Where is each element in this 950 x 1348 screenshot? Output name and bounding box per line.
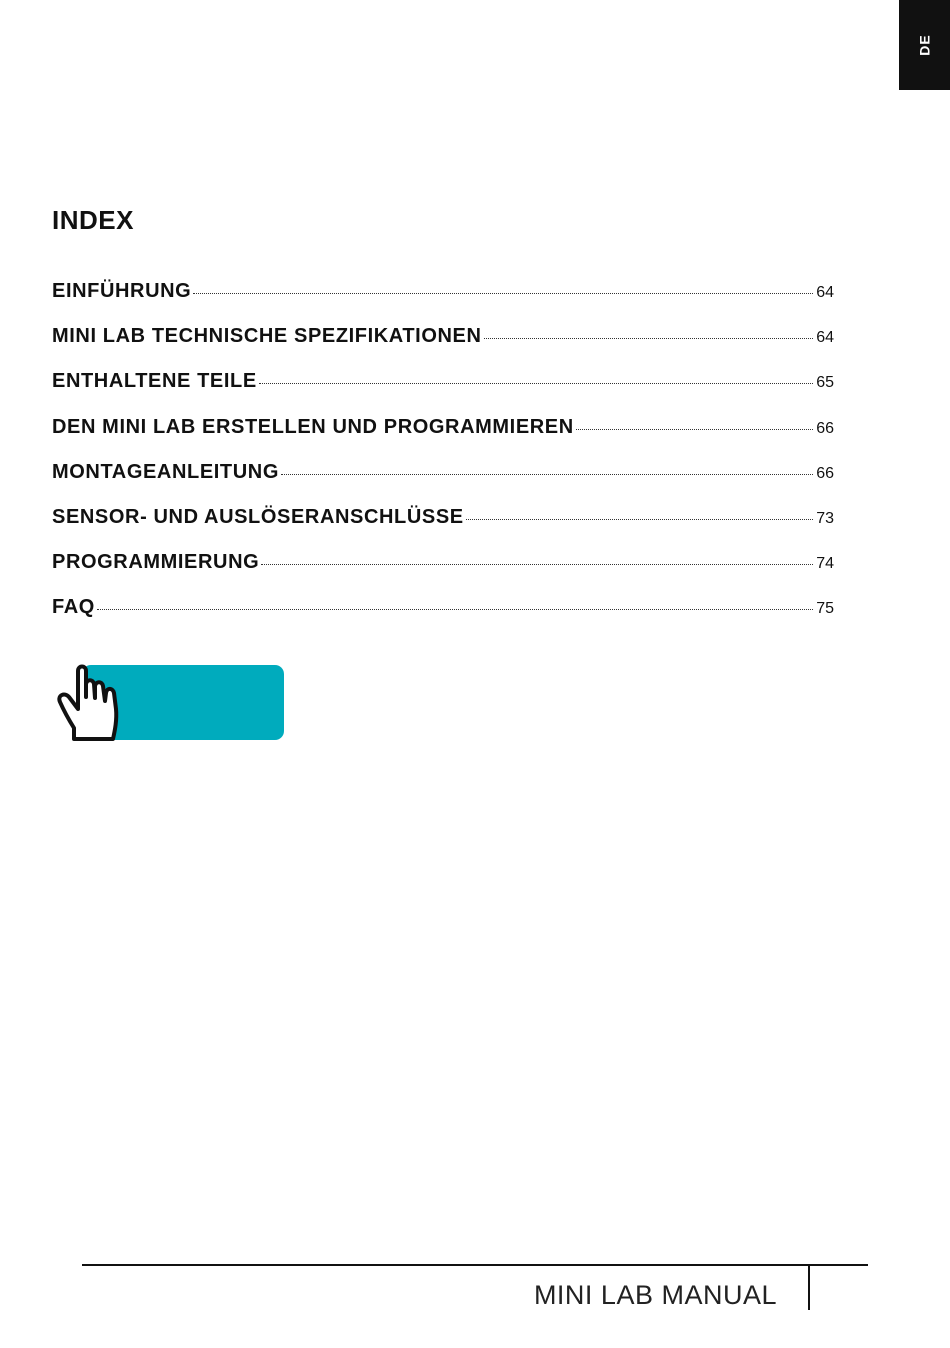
toc-item-page: 66: [816, 464, 834, 482]
language-tab[interactable]: DE: [899, 0, 950, 90]
toc-dot-leader: [575, 428, 814, 430]
toc-item-erstellen-programmieren[interactable]: DEN MINI LAB ERSTELLEN UND PROGRAMMIEREN…: [52, 416, 834, 461]
toc-item-page: 74: [816, 555, 834, 573]
toc-item-label: DEN MINI LAB ERSTELLEN UND PROGRAMMIEREN: [52, 415, 574, 438]
toc-item-page: 75: [816, 600, 834, 618]
toc-dot-leader: [193, 293, 814, 294]
page-title: INDEX: [52, 205, 134, 235]
toc-item-page: 64: [816, 329, 834, 347]
toc-item-page: 73: [816, 509, 834, 527]
toc-dot-leader: [281, 473, 814, 475]
toc-dot-leader: [465, 518, 814, 520]
toc-item-enthaltene-teile[interactable]: ENTHALTENE TEILE 65: [52, 370, 834, 415]
toc-dot-leader: [483, 338, 814, 340]
toc-item-label: SENSOR- UND AUSLÖSERANSCHLÜSSE: [52, 505, 464, 528]
toc-item-label: EINFÜHRUNG: [52, 280, 192, 302]
pointing-hand-icon: [57, 664, 119, 741]
toc-item-label: MINI LAB TECHNISCHE SPEZIFIKATIONEN: [52, 325, 482, 348]
language-tab-label: DE: [916, 34, 933, 56]
toc-item-label: FAQ: [52, 596, 95, 619]
table-of-contents: EINFÜHRUNG 64 MINI LAB TECHNISCHE SPEZIF…: [52, 280, 834, 642]
toc-dot-leader: [261, 564, 814, 566]
toc-item-page: 65: [816, 374, 834, 392]
toc-dot-leader: [96, 609, 814, 611]
footer-manual-title: MINI LAB MANUAL: [533, 1280, 777, 1310]
pointing-hand-button[interactable]: [52, 662, 284, 741]
toc-item-faq[interactable]: FAQ 75: [52, 596, 834, 641]
toc-item-anschluesse[interactable]: SENSOR- UND AUSLÖSERANSCHLÜSSE 73: [52, 506, 834, 551]
toc-item-label: PROGRAMMIERUNG: [52, 551, 260, 574]
toc-item-einfuehrung[interactable]: EINFÜHRUNG 64: [52, 280, 834, 325]
toc-item-page: 66: [816, 419, 834, 437]
toc-item-label: ENTHALTENE TEILE: [52, 370, 257, 393]
toc-item-montageanleitung[interactable]: MONTAGEANLEITUNG 66: [52, 461, 834, 506]
toc-item-page: 64: [816, 284, 834, 301]
toc-dot-leader: [258, 383, 814, 385]
toc-item-programmierung[interactable]: PROGRAMMIERUNG 74: [52, 551, 834, 596]
toc-item-technische-spezifikationen[interactable]: MINI LAB TECHNISCHE SPEZIFIKATIONEN 64: [52, 325, 834, 370]
footer-vertical-rule: [808, 1266, 810, 1310]
footer-rule: [82, 1264, 868, 1266]
toc-item-label: MONTAGEANLEITUNG: [52, 460, 279, 483]
